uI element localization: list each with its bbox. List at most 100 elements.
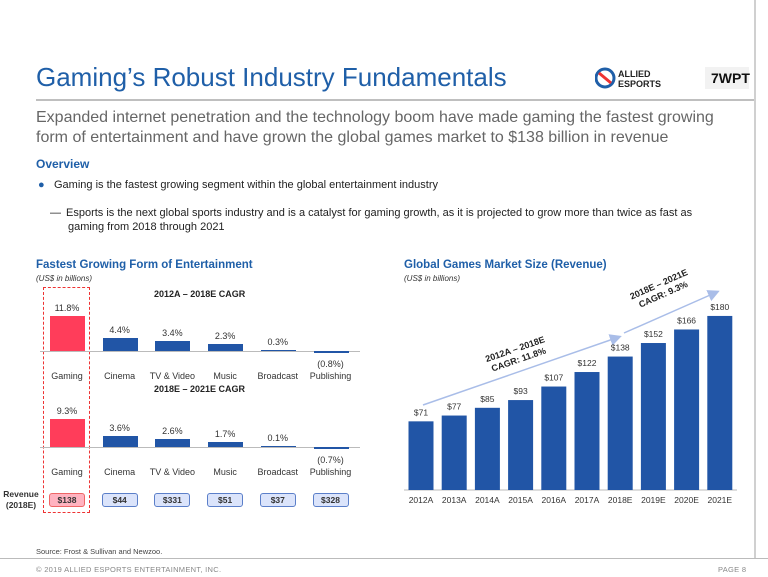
data-label: $85 — [480, 394, 494, 404]
data-label: 3.6% — [109, 423, 130, 434]
bar-2015A — [508, 400, 534, 490]
left-chart-title: Fastest Growing Form of Entertainment — [36, 259, 253, 271]
category-label: Broadcast — [257, 371, 299, 381]
category-label: TV & Video — [149, 371, 196, 381]
bar-2017A — [574, 372, 600, 490]
category-label: Cinema — [104, 467, 136, 477]
bullet-icon: ● — [38, 179, 45, 191]
left-chart-subtitle: (US$ in billions) — [36, 274, 93, 283]
revenue-box: $331 — [154, 493, 191, 507]
category-label: 2012A — [409, 495, 434, 505]
bar-publishing — [313, 447, 349, 450]
overview-heading: Overview — [36, 157, 90, 171]
svg-text:7WPT: 7WPT — [711, 70, 750, 86]
frame-border — [754, 0, 756, 558]
category-label: Broadcast — [257, 467, 299, 477]
bar-tv-video — [155, 439, 191, 447]
data-label: 1.7% — [214, 428, 236, 439]
revenue-box: $44 — [101, 493, 138, 507]
revenue-box: $328 — [312, 493, 349, 507]
data-label: 4.4% — [109, 324, 130, 335]
revenue-box: $138 — [49, 493, 85, 507]
source-note: Source: Frost & Sullivan and Newzoo. — [36, 547, 163, 556]
category-label: 2015A — [508, 495, 533, 505]
category-label: Gaming — [51, 467, 83, 477]
data-label: 2.6% — [162, 426, 183, 437]
logo: ALLIED ESPORTS 7WPT — [594, 64, 750, 92]
data-label: 9.3% — [56, 406, 78, 417]
bar-2013A — [441, 415, 467, 490]
category-label: 2017A — [575, 495, 600, 505]
bullet-1: Gaming is the fastest growing segment wi… — [54, 179, 438, 191]
bar-2021E — [707, 315, 733, 490]
gaming-highlight-box — [43, 287, 90, 513]
category-label: Music — [213, 467, 237, 477]
data-label: 0.3% — [267, 337, 289, 347]
bar-2019E — [640, 343, 666, 490]
header-divider — [36, 99, 754, 101]
data-label: $166 — [677, 315, 696, 325]
bar-cinema — [102, 436, 138, 447]
page-subtitle: Expanded internet penetration and the te… — [36, 109, 714, 146]
category-label: 2018E — [608, 495, 633, 505]
category-label: 2014A — [475, 495, 500, 505]
bar-gaming — [50, 315, 85, 351]
bar-broadcast — [260, 350, 296, 351]
data-label: $107 — [544, 373, 563, 383]
data-label: $180 — [710, 302, 729, 312]
category-label: 2016A — [542, 495, 567, 505]
data-label: 2.3% — [214, 331, 236, 342]
data-label: (0.7%) — [317, 455, 344, 465]
data-label: $93 — [514, 386, 528, 396]
bar-2016A — [541, 386, 567, 490]
category-label: Gaming — [51, 371, 83, 381]
bullet-2: Esports is the next global sports indust… — [66, 207, 693, 233]
copyright: © 2019 ALLIED ESPORTS ENTERTAINMENT, INC… — [36, 565, 222, 574]
bar-2012A — [408, 421, 434, 490]
bar-2014A — [474, 407, 500, 490]
category-label: Publishing — [309, 467, 352, 477]
bar-tv-video — [155, 340, 191, 351]
chart2-baseline — [40, 447, 360, 448]
data-label: $138 — [611, 343, 630, 353]
bar-broadcast — [260, 446, 296, 447]
category-label: 2020E — [674, 495, 699, 505]
category-label: 2021E — [708, 495, 733, 505]
revenue-box: $37 — [259, 493, 296, 507]
revenue-box: $51 — [207, 493, 244, 507]
bar-cinema — [102, 337, 138, 351]
data-label: $77 — [447, 402, 461, 412]
dash-icon: — — [50, 207, 61, 219]
data-label: $71 — [414, 407, 428, 417]
cagr-arrow-2 — [623, 290, 720, 334]
bar-publishing — [313, 351, 349, 354]
chart1-header: 2012A – 2018E CAGR — [154, 289, 246, 299]
bar-music — [208, 441, 244, 447]
chart1-baseline — [40, 351, 360, 352]
revenue-label: Revenue (2018E) — [3, 489, 39, 510]
data-label: $152 — [644, 329, 663, 339]
category-label: Music — [213, 371, 237, 381]
cagr-arrow-1 — [422, 334, 622, 406]
bar-gaming — [50, 419, 85, 447]
bar-2018E — [607, 356, 633, 490]
right-chart-title: Global Games Market Size (Revenue) — [404, 259, 607, 271]
page-number: PAGE 8 — [718, 565, 747, 574]
data-label: 11.8% — [54, 302, 80, 313]
bar-2020E — [674, 329, 700, 490]
data-label: 3.4% — [162, 327, 183, 338]
bar-music — [208, 344, 244, 351]
data-label: $122 — [578, 358, 597, 368]
category-label: TV & Video — [149, 467, 196, 477]
category-label: Publishing — [309, 371, 352, 381]
page-title: Gaming’s Robust Industry Fundamentals — [36, 62, 507, 92]
chart2-header: 2018E – 2021E CAGR — [154, 384, 246, 394]
svg-text:ESPORTS: ESPORTS — [618, 79, 661, 89]
data-label: (0.8%) — [317, 359, 344, 369]
right-chart-subtitle: (US$ in billions) — [404, 274, 461, 283]
svg-text:ALLIED: ALLIED — [618, 69, 651, 79]
footer-divider — [0, 558, 768, 559]
category-label: 2013A — [442, 495, 467, 505]
category-label: 2019E — [641, 495, 666, 505]
